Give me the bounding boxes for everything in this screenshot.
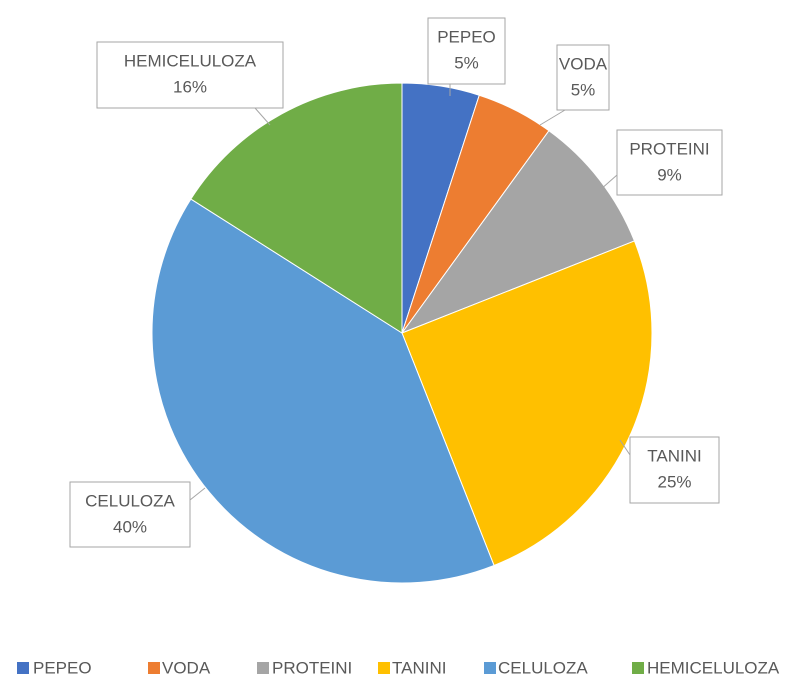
legend-label: VODA <box>162 658 211 677</box>
legend-swatch <box>632 662 644 674</box>
legend-swatch <box>17 662 29 674</box>
data-label-value: 5% <box>454 53 479 72</box>
data-label-name: VODA <box>559 54 608 73</box>
legend-label: CELULOZA <box>498 658 588 677</box>
callout-pointer <box>619 439 631 456</box>
data-label-value: 5% <box>571 80 596 99</box>
data-label-value: 9% <box>657 165 682 184</box>
callout-pointer <box>254 107 271 126</box>
legend-label: PROTEINI <box>272 658 352 677</box>
data-label-name: PEPEO <box>437 27 496 46</box>
pie-slice <box>400 130 636 335</box>
legend-label: PEPEO <box>33 658 92 677</box>
callout-box <box>616 129 723 196</box>
callout-box <box>427 17 506 85</box>
pie-slice <box>151 198 495 584</box>
pie-slice <box>401 240 653 567</box>
legend-label: TANINI <box>392 658 446 677</box>
data-label-name: PROTEINI <box>629 139 709 158</box>
callout-pointer <box>599 174 618 191</box>
data-label-name: TANINI <box>647 446 701 465</box>
data-label-value: 25% <box>657 472 691 491</box>
callout-pointer <box>539 109 566 126</box>
legend-swatch <box>257 662 269 674</box>
legend-swatch <box>378 662 390 674</box>
data-label-name: CELULOZA <box>85 491 175 510</box>
data-label-name: HEMICELULOZA <box>124 51 257 70</box>
legend-swatch <box>148 662 160 674</box>
callout-box <box>96 41 284 109</box>
callout-box <box>69 481 191 548</box>
callout-box <box>556 44 610 111</box>
legend-swatch <box>484 662 496 674</box>
callout-pointer <box>189 487 206 501</box>
data-label-value: 40% <box>113 517 147 536</box>
callout-box <box>629 436 720 504</box>
pie-slice <box>190 82 403 334</box>
legend-label: HEMICELULOZA <box>647 658 780 677</box>
data-label-value: 16% <box>173 77 207 96</box>
